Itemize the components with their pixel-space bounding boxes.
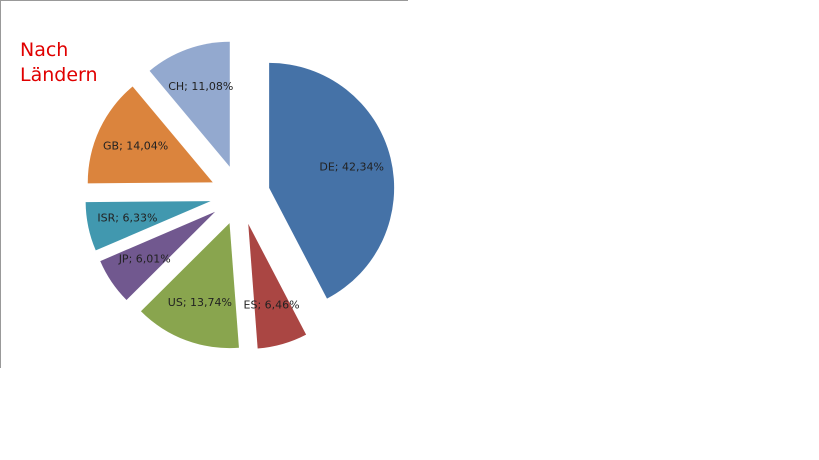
data-label: JP; 6,01%: [118, 252, 171, 265]
data-label: US; 13,74%: [168, 296, 232, 309]
pie-slice: [140, 223, 239, 349]
data-label: CH; 11,08%: [168, 80, 233, 93]
pie-slice: [100, 211, 216, 300]
data-label: GB; 14,04%: [103, 140, 168, 153]
pie-slice: [248, 223, 307, 349]
pie-slice: [87, 86, 213, 184]
data-label: ES; 6,46%: [244, 299, 300, 312]
data-label: ISR; 6,33%: [97, 212, 157, 225]
chart-title: Nach Ländern: [20, 39, 98, 86]
data-label: DE; 42,34%: [319, 161, 384, 174]
pie-slice: [269, 62, 395, 299]
pie-slice: [85, 201, 211, 251]
pie-slice: [149, 41, 230, 167]
